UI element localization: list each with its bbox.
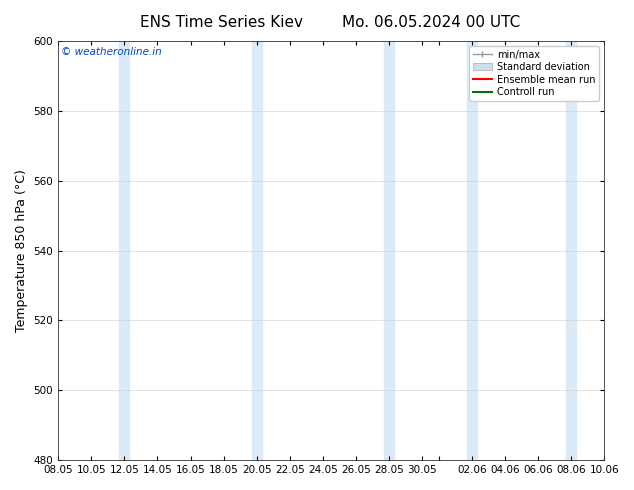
- Y-axis label: Temperature 850 hPa (°C): Temperature 850 hPa (°C): [15, 169, 28, 332]
- Bar: [566, 41, 576, 460]
- Bar: [384, 41, 394, 460]
- Text: Mo. 06.05.2024 00 UTC: Mo. 06.05.2024 00 UTC: [342, 15, 521, 30]
- Text: © weatheronline.in: © weatheronline.in: [61, 48, 162, 57]
- Text: ENS Time Series Kiev: ENS Time Series Kiev: [140, 15, 304, 30]
- Legend: min/max, Standard deviation, Ensemble mean run, Controll run: min/max, Standard deviation, Ensemble me…: [469, 46, 599, 101]
- Bar: [252, 41, 262, 460]
- Bar: [119, 41, 129, 460]
- Bar: [467, 41, 477, 460]
